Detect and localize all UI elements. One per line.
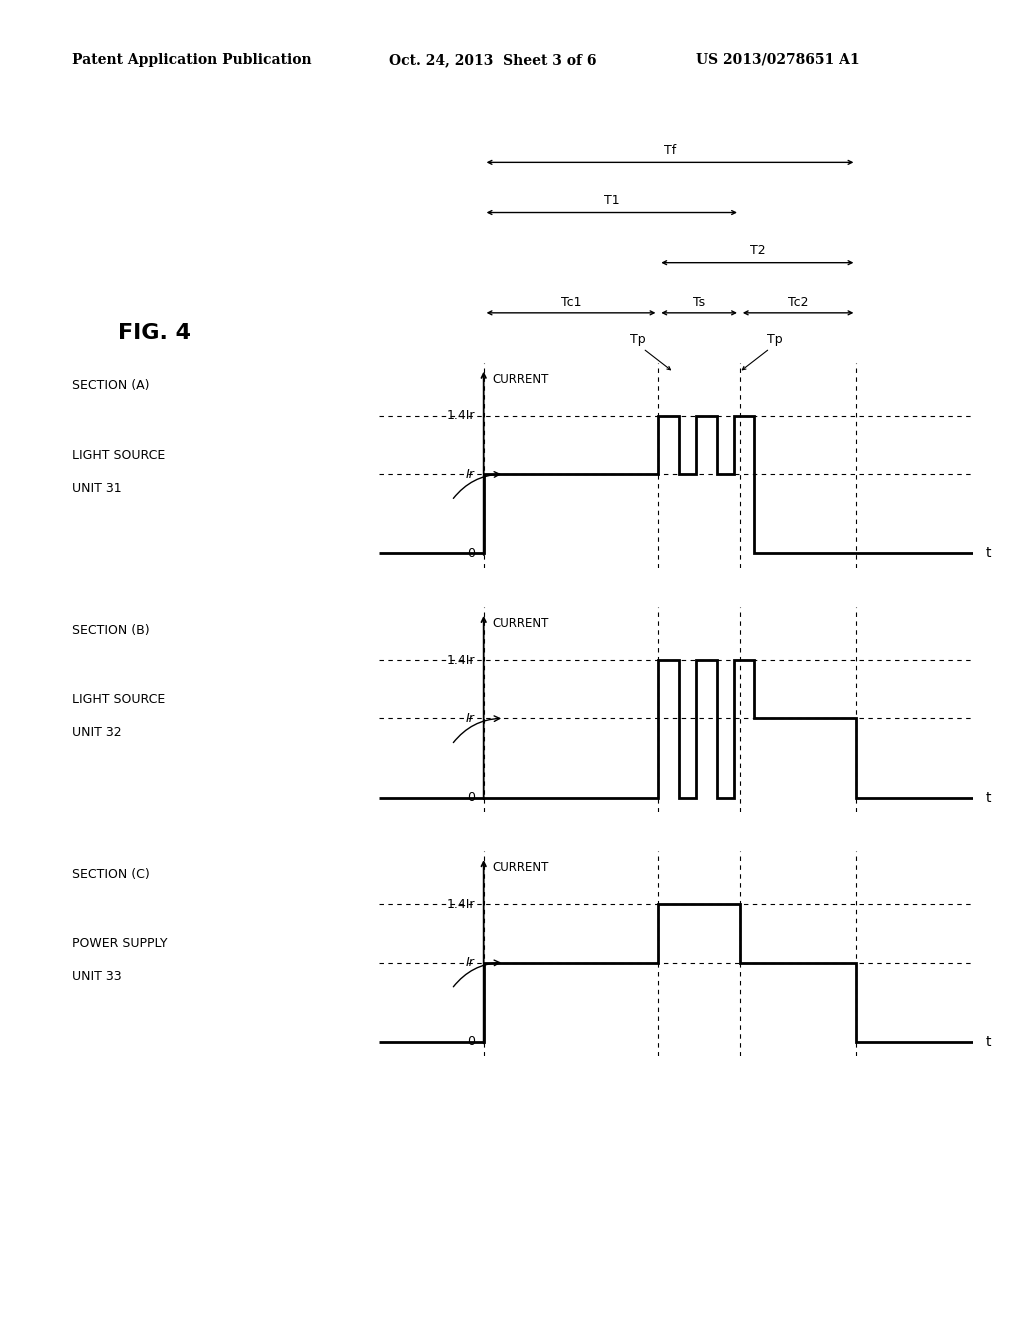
Text: UNIT 33: UNIT 33 — [72, 970, 121, 983]
Text: t: t — [986, 546, 991, 561]
Text: POWER SUPPLY: POWER SUPPLY — [72, 937, 167, 950]
Text: Tc2: Tc2 — [787, 296, 808, 309]
Text: LIGHT SOURCE: LIGHT SOURCE — [72, 449, 165, 462]
Text: CURRENT: CURRENT — [493, 861, 549, 874]
Text: FIG. 4: FIG. 4 — [118, 323, 190, 343]
Text: Tp: Tp — [630, 333, 646, 346]
Text: 0: 0 — [467, 1035, 475, 1048]
Text: CURRENT: CURRENT — [493, 616, 549, 630]
Text: t: t — [986, 1035, 991, 1049]
Text: CURRENT: CURRENT — [493, 372, 549, 385]
Text: T1: T1 — [604, 194, 620, 207]
Text: T2: T2 — [750, 244, 765, 257]
Text: t: t — [986, 791, 991, 805]
Text: LIGHT SOURCE: LIGHT SOURCE — [72, 693, 165, 706]
Text: UNIT 32: UNIT 32 — [72, 726, 121, 739]
Text: SECTION (C): SECTION (C) — [72, 867, 150, 880]
Text: Ir: Ir — [466, 467, 475, 480]
Text: Patent Application Publication: Patent Application Publication — [72, 53, 311, 67]
Text: 0: 0 — [467, 791, 475, 804]
Text: Oct. 24, 2013  Sheet 3 of 6: Oct. 24, 2013 Sheet 3 of 6 — [389, 53, 597, 67]
Text: 1.4Ir: 1.4Ir — [446, 653, 475, 667]
Text: Tf: Tf — [664, 144, 676, 157]
Text: Tc1: Tc1 — [561, 296, 582, 309]
Text: UNIT 31: UNIT 31 — [72, 482, 121, 495]
Text: US 2013/0278651 A1: US 2013/0278651 A1 — [696, 53, 860, 67]
Text: SECTION (B): SECTION (B) — [72, 623, 150, 636]
Text: 0: 0 — [467, 546, 475, 560]
Text: Ir: Ir — [466, 711, 475, 725]
Text: Ts: Ts — [693, 296, 706, 309]
Text: 1.4Ir: 1.4Ir — [446, 409, 475, 422]
Text: Tp: Tp — [767, 333, 782, 346]
Text: 1.4Ir: 1.4Ir — [446, 898, 475, 911]
Text: SECTION (A): SECTION (A) — [72, 379, 150, 392]
Text: Ir: Ir — [466, 956, 475, 969]
